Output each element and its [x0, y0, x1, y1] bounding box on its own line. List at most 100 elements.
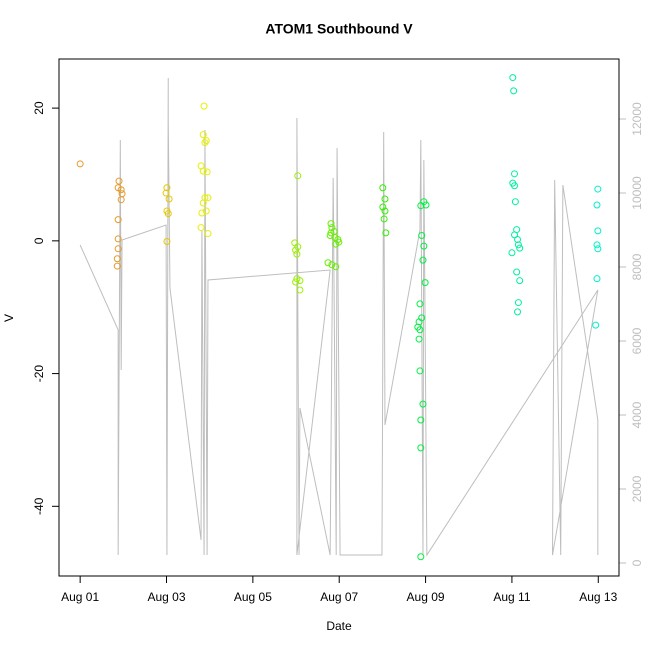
point: [197, 224, 205, 232]
point: [416, 326, 424, 334]
point: [163, 238, 171, 246]
point: [199, 167, 207, 175]
point: [514, 308, 522, 316]
point: [328, 261, 336, 269]
point: [113, 262, 121, 270]
point: [593, 241, 601, 249]
line-series: [79, 78, 599, 557]
plot-frame: [58, 58, 620, 577]
point: [162, 189, 170, 197]
point: [514, 299, 522, 307]
point: [163, 184, 171, 192]
point: [417, 444, 425, 452]
y-tick-label: -40: [32, 497, 46, 515]
point: [594, 245, 602, 253]
point: [417, 416, 425, 424]
point: [380, 215, 388, 223]
point: [592, 321, 600, 329]
y2-tick-label: 8000: [630, 253, 644, 280]
point: [327, 229, 335, 237]
point: [204, 230, 212, 238]
x-tick-label: Aug 07: [320, 590, 358, 604]
point: [203, 168, 211, 176]
point: [324, 259, 332, 267]
point: [379, 184, 387, 192]
point: [381, 207, 389, 215]
x-tick-label: Aug 13: [579, 590, 617, 604]
point: [510, 87, 518, 95]
point: [292, 278, 300, 286]
point: [115, 177, 123, 185]
x-tick-label: Aug 11: [493, 590, 530, 604]
point: [422, 201, 430, 209]
y2-tick-label: 6000: [630, 327, 644, 354]
point: [113, 255, 121, 263]
point: [416, 367, 424, 375]
point: [202, 207, 210, 215]
point: [419, 256, 427, 264]
point: [335, 238, 343, 246]
point: [114, 245, 122, 253]
y-tick-label: 20: [32, 101, 46, 115]
point: [204, 194, 212, 202]
point: [114, 216, 122, 224]
x-axis-label: Date: [326, 619, 352, 633]
point: [511, 182, 519, 190]
point: [415, 335, 423, 343]
point: [202, 137, 210, 145]
point: [199, 199, 207, 207]
y2-tick-label: 4000: [630, 401, 644, 428]
y-tick-label: 0: [32, 237, 46, 244]
point: [327, 220, 335, 228]
x-tick-label: Aug 01: [61, 590, 99, 604]
point: [593, 201, 601, 209]
chart-title: ATOM1 Southbound V: [265, 21, 413, 37]
point: [516, 277, 524, 285]
x-tick-label: Aug 03: [147, 590, 185, 604]
point: [594, 227, 602, 235]
point: [296, 286, 304, 294]
y-tick-label: -20: [32, 365, 46, 383]
point: [516, 244, 524, 252]
point: [164, 210, 172, 218]
point: [293, 250, 301, 258]
y2-tick-label: 12000: [630, 102, 644, 136]
point: [594, 185, 602, 193]
point: [76, 160, 84, 168]
point: [508, 249, 516, 257]
point: [381, 195, 389, 203]
point: [114, 235, 122, 243]
point: [418, 314, 426, 322]
point: [201, 139, 209, 147]
point: [417, 553, 425, 561]
point: [382, 229, 390, 237]
point: [511, 170, 519, 178]
point: [416, 300, 424, 308]
y2-tick-label: 0: [630, 559, 644, 566]
x-tick-label: Aug 09: [407, 590, 445, 604]
point: [419, 400, 427, 408]
point: [292, 246, 300, 254]
point: [514, 241, 522, 249]
point: [513, 268, 521, 276]
point: [117, 186, 125, 194]
point: [514, 236, 522, 244]
point: [379, 203, 387, 211]
x-tick-label: Aug 05: [234, 590, 272, 604]
point: [296, 277, 304, 285]
point: [198, 209, 206, 217]
point: [593, 275, 601, 283]
point: [200, 102, 208, 110]
y-axis-label: V: [2, 314, 16, 322]
point: [421, 279, 429, 287]
point: [328, 224, 336, 232]
point: [509, 74, 517, 82]
y2-tick-label: 2000: [630, 475, 644, 502]
point: [420, 242, 428, 250]
point: [117, 196, 125, 204]
point: [199, 131, 207, 139]
point: [511, 198, 519, 206]
point: [332, 263, 340, 271]
